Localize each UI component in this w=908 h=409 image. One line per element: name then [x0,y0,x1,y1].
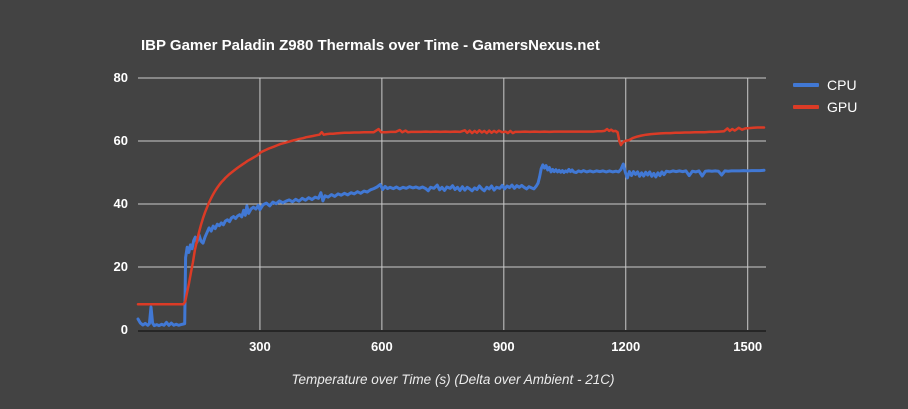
x-axis-title: Temperature over Time (s) (Delta over Am… [291,372,615,387]
x-tick-label-600: 600 [371,339,393,354]
legend-label-gpu: GPU [827,99,858,115]
cpu-line-swatch [793,83,819,87]
gpu-series-line[interactable] [136,126,766,306]
legend-item-cpu[interactable]: CPU [793,74,857,96]
y-tick-label-40: 40 [113,196,128,211]
y-tick-label-60: 60 [113,133,128,148]
x-tick-label-300: 300 [249,339,271,354]
legend: CPU GPU [793,74,857,118]
y-tick-label-0: 0 [120,322,128,337]
legend-label-cpu: CPU [827,77,857,93]
x-tick-label-1500: 1500 [733,339,763,354]
cpu-series-line[interactable] [136,162,766,328]
legend-item-gpu[interactable]: GPU [793,96,857,118]
chart-title: IBP Gamer Paladin Z980 Thermals over Tim… [141,37,600,54]
y-tick-label-20: 20 [113,259,128,274]
x-tick-label-1200: 1200 [611,339,641,354]
gpu-line-swatch [793,105,819,109]
x-tick-label-900: 900 [492,339,515,354]
y-tick-label-80: 80 [113,70,128,85]
